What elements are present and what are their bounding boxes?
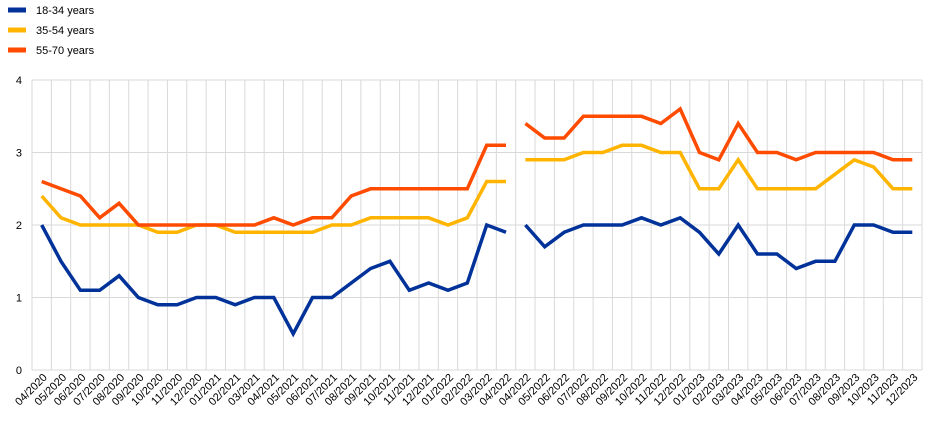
legend-label-3: 55-70 years <box>36 45 95 57</box>
series-line-3-segment-1 <box>41 143 506 227</box>
y-tick-label: 0 <box>16 365 22 377</box>
y-tick-label: 2 <box>16 220 22 232</box>
legend-label-1: 18-34 years <box>36 5 95 17</box>
y-tick-label: 1 <box>16 293 22 305</box>
y-tick-label: 3 <box>16 148 22 160</box>
y-axis: 0 1 2 3 4 <box>16 75 22 377</box>
legend-swatch-2 <box>8 27 26 33</box>
grid-lines <box>31 79 923 371</box>
legend-swatch-3 <box>8 47 26 53</box>
series-line-1-segment-1 <box>40 222 507 338</box>
y-tick-label: 4 <box>16 75 22 87</box>
legend-label-2: 35-54 years <box>36 25 95 37</box>
legend: 18-34 years 35-54 years 55-70 years <box>8 5 95 57</box>
series-lines <box>40 106 913 338</box>
series-line-2-segment-1 <box>40 179 506 235</box>
series-line-3-segment-2 <box>524 106 913 162</box>
x-axis: 04/202005/202006/202007/202008/202009/20… <box>13 372 920 409</box>
series-line-1-segment-2 <box>524 215 913 271</box>
legend-swatch-1 <box>8 7 26 13</box>
series-line-2-segment-2 <box>525 143 913 191</box>
